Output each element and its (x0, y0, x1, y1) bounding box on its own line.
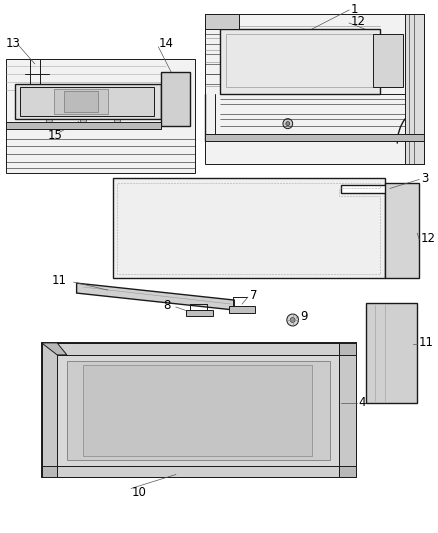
Polygon shape (42, 343, 67, 355)
Polygon shape (113, 179, 385, 278)
Circle shape (191, 466, 200, 475)
Circle shape (286, 122, 290, 126)
Polygon shape (6, 59, 195, 173)
Circle shape (153, 293, 159, 299)
Polygon shape (161, 72, 191, 126)
Circle shape (47, 413, 56, 422)
Circle shape (398, 195, 406, 203)
Circle shape (386, 314, 394, 322)
Polygon shape (42, 465, 57, 478)
Polygon shape (230, 306, 255, 313)
Polygon shape (339, 343, 356, 478)
Circle shape (385, 55, 391, 61)
Circle shape (222, 300, 227, 306)
Circle shape (386, 389, 394, 397)
Text: 4: 4 (359, 396, 366, 409)
Circle shape (385, 41, 391, 47)
Polygon shape (205, 14, 239, 29)
Polygon shape (385, 183, 419, 278)
Text: 15: 15 (47, 129, 62, 142)
Circle shape (386, 351, 394, 359)
Circle shape (318, 345, 326, 354)
Circle shape (259, 345, 268, 354)
Text: 8: 8 (163, 298, 170, 312)
Polygon shape (374, 34, 403, 87)
Circle shape (398, 264, 406, 272)
Circle shape (69, 345, 78, 354)
Circle shape (47, 398, 56, 407)
Circle shape (339, 52, 353, 66)
Circle shape (398, 224, 406, 232)
Circle shape (343, 56, 349, 62)
Circle shape (290, 318, 295, 322)
Circle shape (176, 295, 182, 301)
Circle shape (259, 466, 268, 475)
Circle shape (398, 244, 406, 252)
Polygon shape (186, 310, 213, 316)
Polygon shape (205, 14, 424, 164)
Circle shape (123, 345, 131, 354)
Polygon shape (67, 361, 330, 459)
Text: 7: 7 (250, 288, 258, 302)
Polygon shape (405, 14, 424, 164)
Circle shape (386, 377, 394, 385)
Circle shape (342, 398, 350, 407)
Polygon shape (6, 122, 161, 128)
Circle shape (108, 288, 114, 294)
Polygon shape (54, 89, 108, 114)
Polygon shape (42, 465, 356, 478)
Circle shape (342, 413, 350, 422)
Circle shape (398, 204, 406, 212)
Text: 14: 14 (159, 37, 173, 51)
Circle shape (191, 345, 200, 354)
Polygon shape (42, 343, 57, 478)
Polygon shape (15, 84, 161, 119)
Text: 10: 10 (132, 486, 147, 499)
Circle shape (46, 118, 52, 124)
Circle shape (398, 254, 406, 262)
Circle shape (283, 119, 293, 128)
Circle shape (385, 62, 391, 68)
Polygon shape (83, 365, 312, 456)
Text: 3: 3 (421, 172, 428, 185)
Circle shape (81, 118, 86, 124)
Circle shape (398, 214, 406, 222)
Text: 11: 11 (51, 273, 66, 287)
Circle shape (385, 48, 391, 54)
Circle shape (123, 466, 131, 475)
Polygon shape (205, 134, 424, 141)
Circle shape (85, 286, 91, 292)
Polygon shape (339, 343, 356, 355)
Text: 12: 12 (421, 232, 436, 245)
Polygon shape (366, 303, 417, 403)
Circle shape (398, 184, 406, 192)
Circle shape (398, 235, 406, 243)
Polygon shape (77, 283, 234, 310)
Circle shape (115, 118, 120, 124)
Circle shape (199, 298, 205, 304)
Text: 9: 9 (300, 310, 308, 322)
Polygon shape (57, 355, 339, 465)
Circle shape (386, 327, 394, 335)
Circle shape (345, 215, 361, 231)
Circle shape (131, 291, 137, 297)
Text: 1: 1 (351, 3, 359, 15)
Text: 13: 13 (6, 37, 21, 51)
Polygon shape (42, 343, 356, 478)
Text: 12: 12 (351, 15, 366, 28)
Circle shape (386, 364, 394, 372)
Circle shape (386, 339, 394, 347)
Polygon shape (339, 465, 356, 478)
Circle shape (349, 219, 357, 227)
Circle shape (69, 466, 78, 475)
Polygon shape (64, 91, 98, 112)
Circle shape (287, 314, 298, 326)
Polygon shape (20, 87, 155, 116)
Circle shape (385, 69, 391, 75)
Circle shape (385, 76, 391, 82)
Text: 11: 11 (419, 336, 434, 350)
Circle shape (318, 466, 326, 475)
Polygon shape (42, 343, 356, 355)
Polygon shape (220, 29, 380, 94)
